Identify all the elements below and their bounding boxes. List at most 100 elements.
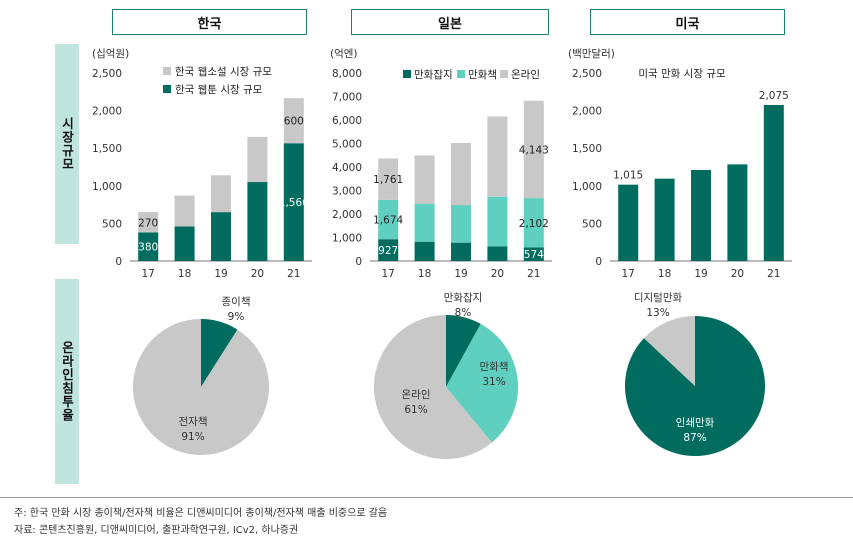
pie-slice-value: 61% xyxy=(404,404,427,416)
header-usa: 미국 xyxy=(590,9,785,35)
pie-slice-value: 8% xyxy=(455,307,472,319)
y-tick-label: 1,000 xyxy=(332,233,362,245)
y-tick-label: 8,000 xyxy=(332,68,362,80)
pie-slice-value: 91% xyxy=(181,431,204,443)
bar-segment xyxy=(283,143,304,261)
bar-segment xyxy=(487,246,508,261)
x-tick-label: 21 xyxy=(287,268,300,280)
pie-slice xyxy=(132,319,269,455)
x-tick-label: 17 xyxy=(622,268,635,280)
bar-segment xyxy=(451,242,471,261)
data-label: 1,566 xyxy=(279,197,309,209)
bar-segment xyxy=(487,116,508,197)
legend-label: 만화잡지 xyxy=(414,69,453,81)
pie-slice-name: 디지털만화 xyxy=(634,292,683,304)
y-tick-label: 500 xyxy=(582,218,602,230)
pie-slice-name: 인쇄만화 xyxy=(676,417,715,429)
data-label: 2,075 xyxy=(759,90,789,102)
data-label: 4,143 xyxy=(519,144,549,156)
legend-label: 한국 웹툰 시장 규모 xyxy=(175,84,263,96)
y-tick-label: 7,000 xyxy=(332,92,362,104)
x-tick-label: 18 xyxy=(658,268,671,280)
data-label: 2,102 xyxy=(519,218,549,230)
x-tick-label: 20 xyxy=(491,268,504,280)
data-label: 380 xyxy=(138,242,158,254)
bar-segment xyxy=(654,178,675,261)
y-tick-label: 2,000 xyxy=(92,106,122,118)
data-label: 927 xyxy=(378,245,398,257)
data-label: 1,015 xyxy=(613,170,643,182)
y-tick-label: 4,000 xyxy=(332,162,362,174)
x-tick-label: 17 xyxy=(382,268,395,280)
pie-slice-name: 만화책 xyxy=(480,361,509,373)
y-tick-label: 1,500 xyxy=(92,143,122,155)
bar-segment xyxy=(174,226,195,261)
korea-bar-chart: 0 500 1,000 1,500 2,000 2,500 17 380 270 18 19 20 21… xyxy=(92,66,312,280)
bar-segment xyxy=(487,196,508,247)
bar-segment xyxy=(523,100,544,199)
pie-slice-value: 87% xyxy=(683,432,706,444)
legend-label: 온라인 xyxy=(511,69,540,81)
legend-swatch xyxy=(457,70,465,78)
footer-note: 주: 한국 만화 시장 종이책/전자책 비율은 디앤씨미디어 종이책/전자책 매… xyxy=(14,508,388,519)
side-label-online: 온라인침투율 xyxy=(55,279,79,484)
pie-slice-value: 31% xyxy=(482,376,505,388)
bar-segment xyxy=(378,158,399,200)
bar-segment xyxy=(138,232,159,261)
usa-unit: (백만달러) xyxy=(568,48,615,60)
x-tick-label: 19 xyxy=(214,268,227,280)
y-tick-label: 2,000 xyxy=(332,209,362,221)
chart-title: 미국 만화 시장 규모 xyxy=(638,68,726,80)
bar-segment xyxy=(247,182,268,261)
pie-slice xyxy=(201,319,238,387)
legend-label: 만화책 xyxy=(468,69,497,81)
y-tick-label: 1,000 xyxy=(572,181,602,193)
korea-pie-chart: 종이책 9% 전자책 91% xyxy=(132,296,269,455)
bar-segment xyxy=(378,199,399,240)
x-tick-label: 18 xyxy=(178,268,191,280)
side-label-market: 시장규모 xyxy=(55,44,79,244)
legend-swatch xyxy=(163,85,171,93)
pie-slice-value: 13% xyxy=(646,307,669,319)
bar-segment xyxy=(451,205,471,243)
y-tick-label: 0 xyxy=(115,256,122,268)
bar-segment xyxy=(174,195,195,227)
bar-segment xyxy=(691,170,711,261)
japan-pie-chart: 만화잡지 8% 만화책 31% 온라인 61% xyxy=(374,292,518,459)
japan-unit: (억엔) xyxy=(330,48,358,60)
bar-segment xyxy=(211,175,231,213)
y-tick-label: 5,000 xyxy=(332,139,362,151)
data-label: 270 xyxy=(138,217,158,229)
bar-segment xyxy=(523,198,544,248)
bar-segment xyxy=(414,203,435,242)
bar-segment xyxy=(138,212,159,233)
bar-segment xyxy=(247,136,268,183)
data-label: 600 xyxy=(284,116,304,128)
y-tick-label: 2,500 xyxy=(572,68,602,80)
footer-divider xyxy=(0,497,853,498)
footer-source: 자료: 콘텐츠진흥원, 디앤씨미디어, 출판과학연구원, ICv2, 하나증권 xyxy=(14,525,299,536)
header-japan: 일본 xyxy=(351,9,549,35)
usa-bar-chart: 0 500 1,000 1,500 2,000 2,500 17 1,015 18 19 20 21 2… xyxy=(572,68,792,280)
pie-slice xyxy=(446,323,518,443)
y-tick-label: 0 xyxy=(355,256,362,268)
header-korea: 한국 xyxy=(112,9,307,35)
bar-segment xyxy=(283,98,304,144)
pie-slice-name: 종이책 xyxy=(222,296,251,308)
x-tick-label: 19 xyxy=(694,268,707,280)
legend-label: 한국 웹소설 시장 규모 xyxy=(175,66,272,78)
y-tick-label: 3,000 xyxy=(332,186,362,198)
legend-swatch xyxy=(403,70,411,78)
pie-slice-name: 만화잡지 xyxy=(444,292,483,304)
y-tick-label: 6,000 xyxy=(332,115,362,127)
x-tick-label: 21 xyxy=(767,268,780,280)
side-label-market-text: 시장규모 xyxy=(59,117,75,171)
x-tick-label: 20 xyxy=(251,268,264,280)
data-label: 1,761 xyxy=(373,174,403,186)
y-tick-label: 2,500 xyxy=(92,68,122,80)
japan-bar-chart: 0 1,000 2,000 3,000 4,000 5,000 6,000 7,000 8,00… xyxy=(332,68,552,280)
x-tick-label: 17 xyxy=(142,268,155,280)
y-tick-label: 1,500 xyxy=(572,143,602,155)
bar-segment xyxy=(378,239,399,261)
y-tick-label: 0 xyxy=(595,256,602,268)
